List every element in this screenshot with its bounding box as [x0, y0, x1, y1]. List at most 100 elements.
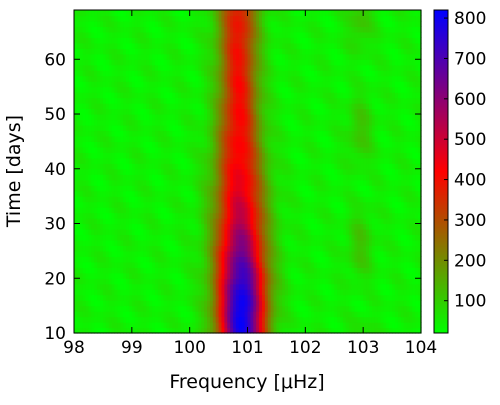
heatmap-cell	[371, 223, 376, 230]
heatmap-cell	[392, 207, 396, 214]
heatmap-cell	[380, 322, 385, 329]
heatmap-cell	[308, 146, 312, 153]
heatmap-cell	[328, 267, 332, 274]
heatmap-cell	[178, 179, 182, 186]
heatmap-cell	[183, 103, 188, 110]
heatmap-cell	[97, 157, 101, 164]
heatmap-cell	[85, 272, 90, 279]
heatmap-cell	[311, 141, 315, 148]
heatmap-cell	[267, 119, 272, 126]
heatmap-cell	[348, 114, 353, 121]
heatmap-cell	[287, 256, 292, 263]
heatmap-cell	[325, 234, 330, 241]
heatmap-cell	[415, 196, 419, 203]
heatmap-cell	[131, 239, 136, 246]
heatmap-cell	[363, 256, 367, 263]
heatmap-cell	[282, 196, 286, 203]
heatmap-cell	[302, 316, 306, 323]
heatmap-cell	[82, 223, 87, 230]
heatmap-cell	[120, 174, 124, 181]
heatmap-cell	[282, 300, 286, 307]
heatmap-cell	[207, 228, 211, 236]
heatmap-cell	[172, 223, 176, 230]
heatmap-cell	[105, 196, 110, 203]
heatmap-cell	[363, 163, 367, 170]
heatmap-cell	[195, 114, 199, 121]
heatmap-cell	[259, 223, 263, 230]
heatmap-cell	[250, 157, 254, 164]
heatmap-cell	[334, 239, 338, 246]
heatmap-cell	[308, 179, 312, 186]
heatmap-cell	[221, 119, 225, 126]
heatmap-cell	[227, 108, 231, 115]
heatmap-cell	[394, 174, 399, 181]
heatmap-cell	[128, 119, 133, 126]
heatmap-cell	[273, 163, 278, 170]
heatmap-cell	[163, 163, 168, 170]
heatmap-cell	[392, 245, 396, 252]
heatmap-cell	[201, 283, 205, 290]
heatmap-cell	[397, 207, 402, 214]
heatmap-cell	[114, 289, 118, 296]
heatmap-cell	[88, 300, 92, 307]
heatmap-cell	[282, 108, 286, 115]
heatmap-cell	[299, 185, 304, 192]
heatmap-cell	[149, 261, 153, 268]
heatmap-cell	[100, 250, 104, 257]
heatmap-cell	[285, 119, 289, 126]
heatmap-cell	[207, 174, 211, 181]
heatmap-cell	[114, 163, 118, 170]
heatmap-cell	[131, 267, 136, 274]
heatmap-cell	[273, 201, 278, 208]
heatmap-cell	[418, 135, 422, 142]
heatmap-cell	[244, 256, 249, 263]
heatmap-cell	[114, 146, 118, 153]
heatmap-cell	[178, 135, 182, 142]
heatmap-cell	[146, 130, 150, 137]
heatmap-cell	[105, 294, 110, 301]
heatmap-cell	[120, 283, 124, 290]
heatmap-cell	[209, 168, 214, 175]
heatmap-cell	[403, 311, 408, 318]
heatmap-cell	[325, 261, 330, 268]
heatmap-cell	[143, 114, 147, 121]
heatmap-cell	[207, 322, 211, 329]
heatmap-cell	[314, 168, 318, 175]
heatmap-cell	[250, 261, 254, 268]
heatmap-cell	[342, 157, 347, 164]
heatmap-cell	[192, 261, 197, 268]
heatmap-cell	[143, 234, 147, 241]
heatmap-cell	[79, 267, 84, 274]
heatmap-cell	[363, 196, 367, 203]
heatmap-cell	[157, 146, 162, 153]
heatmap-cell	[351, 267, 356, 274]
heatmap-cell	[311, 239, 315, 246]
heatmap-cell	[227, 174, 231, 181]
heatmap-cell	[418, 207, 422, 214]
heatmap-cell	[319, 207, 324, 214]
heatmap-cell	[108, 250, 113, 257]
heatmap-cell	[79, 311, 84, 318]
heatmap-cell	[383, 311, 387, 318]
heatmap-cell	[79, 108, 84, 115]
heatmap-cell	[134, 316, 139, 323]
heatmap-cell	[267, 256, 272, 263]
heatmap-cell	[337, 174, 341, 181]
heatmap-cell	[134, 141, 139, 148]
heatmap-cell	[342, 316, 347, 323]
heatmap-cell	[296, 168, 301, 175]
heatmap-cell	[88, 239, 92, 246]
heatmap-cell	[328, 157, 332, 164]
heatmap-cell	[241, 223, 246, 230]
heatmap-cell	[207, 311, 211, 318]
heatmap-cell	[212, 185, 217, 192]
heatmap-cell	[342, 228, 347, 236]
heatmap-cell	[377, 327, 382, 334]
heatmap-cell	[120, 327, 124, 334]
heatmap-cell	[308, 124, 312, 132]
heatmap-cell	[204, 152, 208, 159]
heatmap-cell	[345, 163, 350, 170]
heatmap-cell	[175, 245, 179, 252]
heatmap-cell	[337, 119, 341, 126]
heatmap-cell	[348, 218, 353, 225]
